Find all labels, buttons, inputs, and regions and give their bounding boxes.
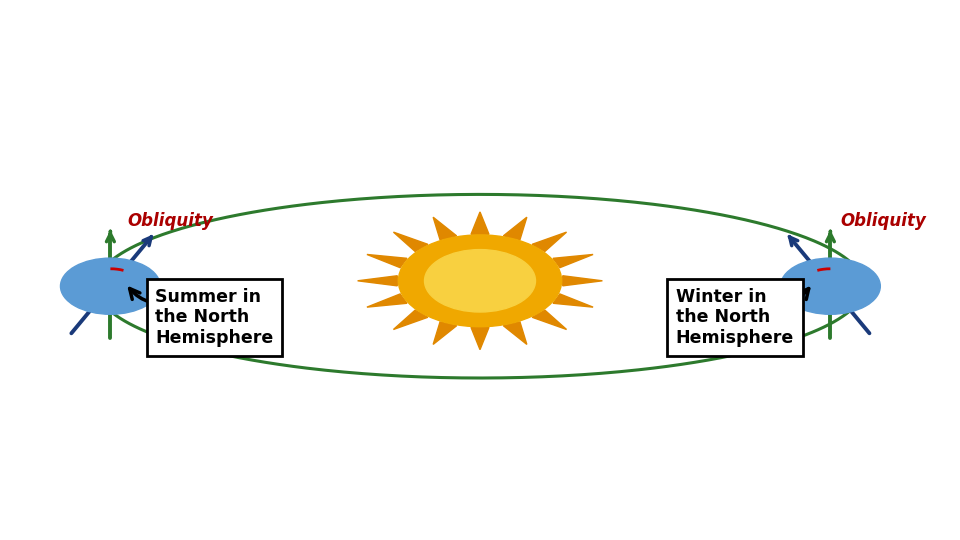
Circle shape <box>398 235 562 327</box>
Polygon shape <box>553 294 593 307</box>
Polygon shape <box>357 276 397 286</box>
Polygon shape <box>532 232 566 252</box>
Circle shape <box>780 258 880 314</box>
Circle shape <box>424 249 536 312</box>
Polygon shape <box>553 254 593 268</box>
Polygon shape <box>532 310 566 329</box>
Polygon shape <box>433 217 457 240</box>
Text: Winter in
the North
Hemisphere: Winter in the North Hemisphere <box>676 288 794 347</box>
Polygon shape <box>394 310 428 329</box>
Text: Obliquity: Obliquity <box>128 212 214 230</box>
Polygon shape <box>433 322 457 345</box>
Polygon shape <box>367 294 407 307</box>
Polygon shape <box>503 217 527 240</box>
Polygon shape <box>503 322 527 345</box>
Polygon shape <box>471 327 489 350</box>
Circle shape <box>60 258 160 314</box>
Polygon shape <box>367 254 407 268</box>
Polygon shape <box>471 212 489 234</box>
Polygon shape <box>563 276 603 286</box>
Text: Obliquity: Obliquity <box>840 212 926 230</box>
Polygon shape <box>394 232 428 252</box>
Text: Summer in
the North
Hemisphere: Summer in the North Hemisphere <box>156 288 274 347</box>
